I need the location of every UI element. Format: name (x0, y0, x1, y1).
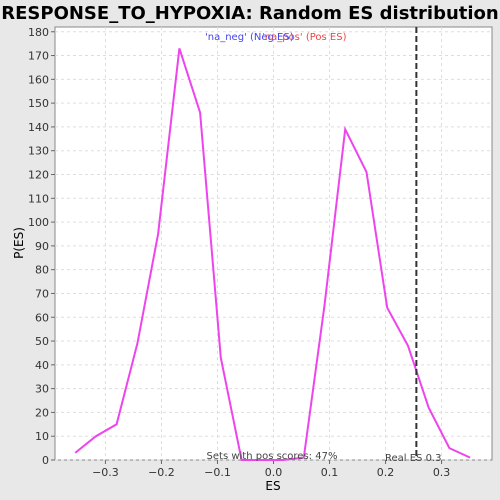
x-tick-label: −0.3 (92, 466, 119, 479)
y-axis-ticks: 0 10 20 30 40 50 60 70 80 90 100 110 120 130 140 150 160… (28, 26, 55, 467)
y-tick-label: 40 (35, 359, 49, 372)
y-tick-label: 80 (35, 264, 49, 277)
y-tick-label: 90 (35, 240, 49, 253)
y-tick-label: 30 (35, 383, 49, 396)
x-tick-label: 0.0 (265, 466, 283, 479)
pos-scores-annotation: Sets with pos scores: 47% (207, 451, 338, 462)
y-tick-label: 0 (42, 454, 49, 467)
x-tick-label: 0.2 (377, 466, 395, 479)
y-tick-label: 50 (35, 335, 49, 348)
y-tick-label: 60 (35, 311, 49, 324)
x-tick-label: 0.1 (321, 466, 339, 479)
y-tick-label: 120 (28, 169, 49, 182)
x-axis-label: ES (265, 479, 280, 493)
x-tick-label: −0.2 (148, 466, 175, 479)
x-axis-ticks: −0.3 −0.2 −0.1 0.0 0.1 0.2 0.3 (92, 460, 450, 479)
series-line (74, 48, 471, 461)
y-tick-label: 140 (28, 121, 49, 134)
chart-title: RESPONSE_TO_HYPOXIA: Random ES distribut… (1, 3, 498, 24)
grid-lines (55, 27, 492, 461)
y-tick-label: 10 (35, 430, 49, 443)
y-axis-label: P(ES) (12, 227, 26, 259)
y-tick-label: 20 (35, 406, 49, 419)
y-tick-label: 170 (28, 50, 49, 63)
x-tick-label: −0.1 (204, 466, 231, 479)
legend-pos-label: 'na_pos' (Pos ES) (262, 32, 347, 43)
legend-neg-label: 'na_neg' (Neg ES) (205, 32, 294, 43)
y-tick-label: 160 (28, 73, 49, 86)
y-tick-label: 180 (28, 26, 49, 39)
y-tick-label: 130 (28, 145, 49, 158)
y-tick-label: 110 (28, 192, 49, 205)
y-tick-label: 150 (28, 97, 49, 110)
y-tick-label: 70 (35, 287, 49, 300)
real-es-annotation: Real ES 0.3 (385, 453, 441, 464)
y-tick-label: 100 (28, 216, 49, 229)
x-tick-label: 0.3 (433, 466, 451, 479)
